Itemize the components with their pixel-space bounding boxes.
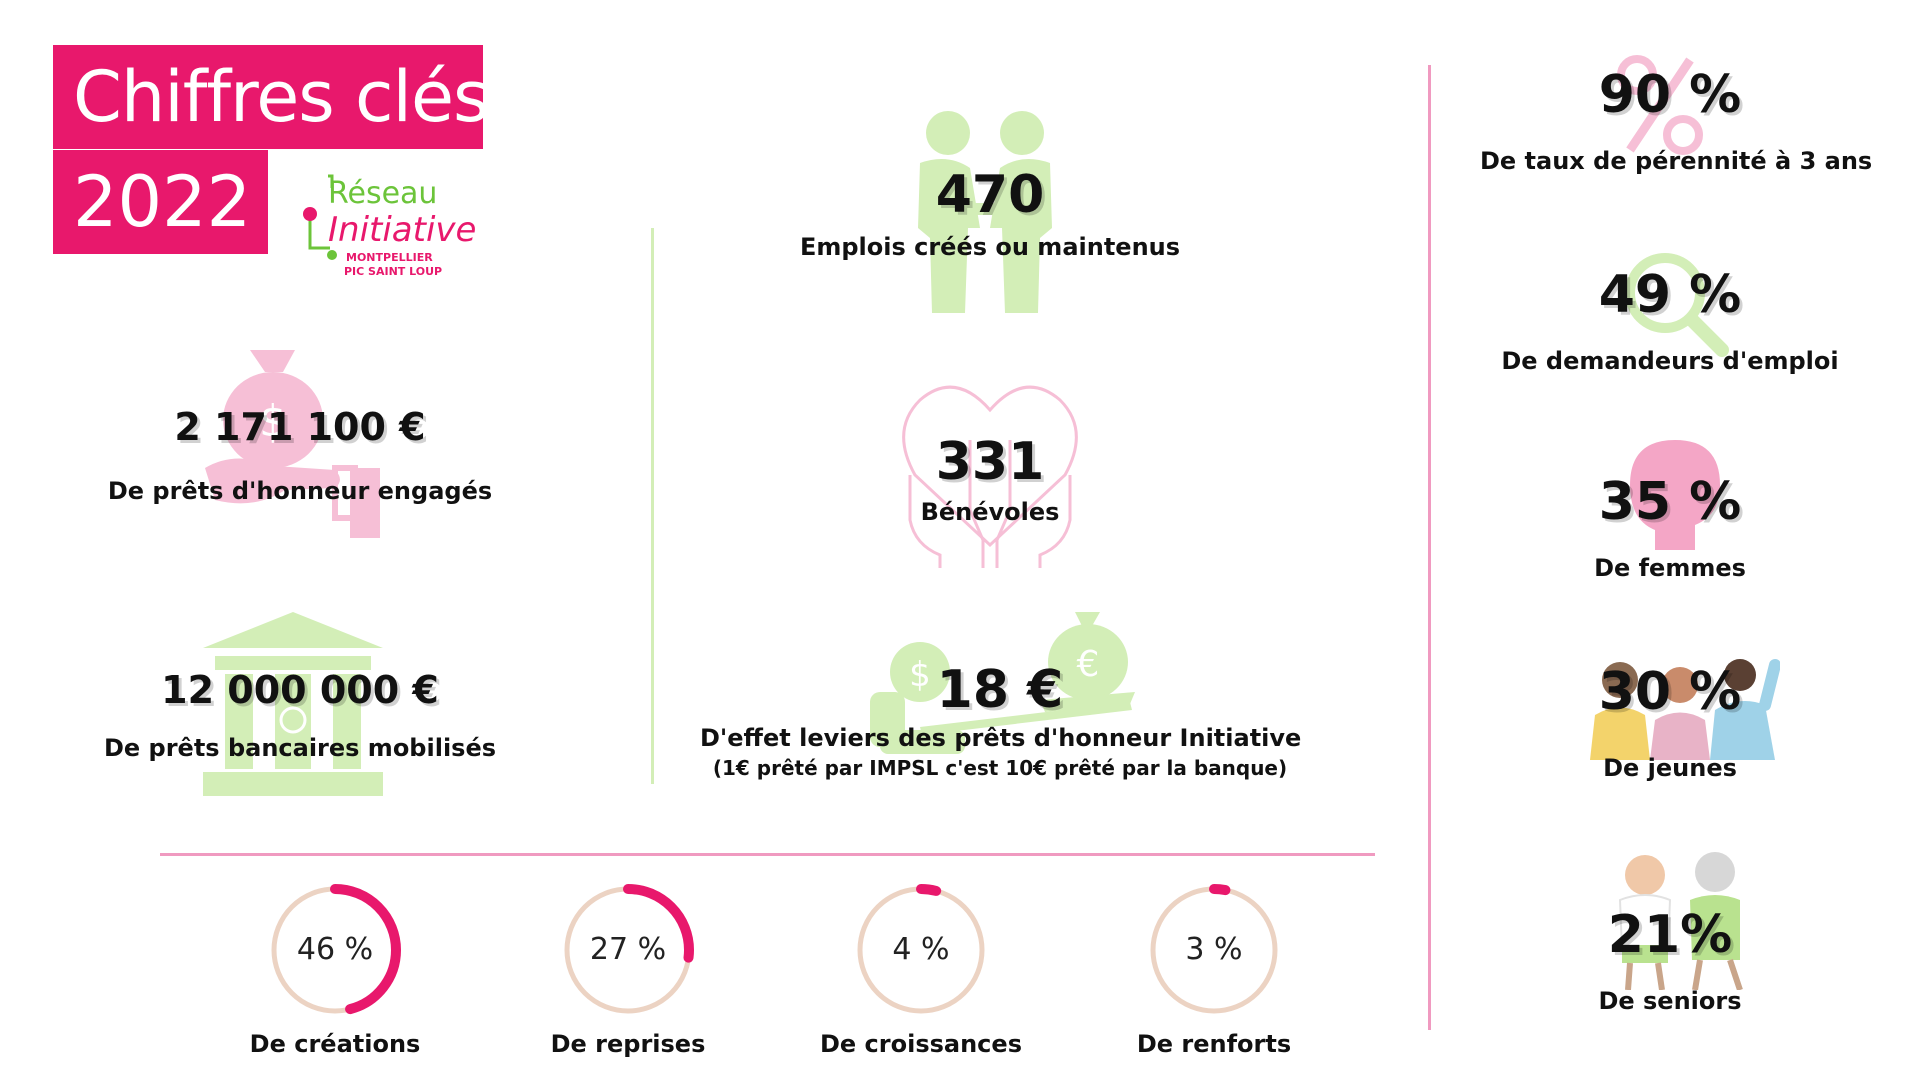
bank-loans-value: 12 000 000 € — [161, 668, 439, 712]
reseau-initiative-logo: Réseau Initiative MONTPELLIER PIC SAINT … — [300, 170, 500, 290]
volunteers-label: Bénévoles — [920, 498, 1060, 526]
leverage-label: D'effet leviers des prêts d'honneur Init… — [700, 724, 1302, 752]
youth-stat: 30 % De jeunes — [1480, 662, 1860, 782]
ring-chart — [1148, 884, 1280, 1016]
sustainability-value: 90 % — [1598, 65, 1742, 125]
ring-progress-arc — [855, 884, 987, 1016]
seniors-label: De seniors — [1598, 987, 1742, 1015]
youth-value: 30 % — [1598, 662, 1742, 722]
ring-progress-arc — [562, 884, 694, 1016]
ring-progress-arc — [269, 884, 401, 1016]
ring-progress-arc — [1148, 884, 1280, 1016]
jobs-stat: 470 Emplois créés ou maintenus — [790, 165, 1190, 261]
women-value: 35 % — [1598, 472, 1742, 532]
hands-heart-icon — [895, 380, 1085, 574]
pink-separator-horizontal — [160, 853, 1375, 856]
women-label: De femmes — [1594, 554, 1746, 582]
job-seekers-label: De demandeurs d'emploi — [1501, 347, 1839, 375]
ring-chart — [855, 884, 987, 1016]
logo-mark-icon — [303, 174, 337, 260]
logo-line4: PIC SAINT LOUP — [344, 265, 443, 278]
ring-label: De renforts — [1136, 1030, 1292, 1058]
seniors-icon — [1600, 850, 1760, 994]
page-title: Chiffres clés — [53, 45, 489, 149]
honor-loans-value: 2 171 100 € — [174, 405, 426, 449]
bank-loans-stat: 12 000 000 € De prêts bancaires mobilisé… — [100, 668, 500, 762]
bank-icon — [203, 612, 383, 801]
jobs-value: 470 — [935, 165, 1045, 225]
youth-label: De jeunes — [1603, 754, 1737, 782]
volunteers-value: 331 — [935, 432, 1045, 492]
ring-2: 4 % — [851, 880, 991, 1020]
ring-label: De croissances — [820, 1030, 1022, 1058]
logo-line3: MONTPELLIER — [346, 251, 433, 264]
green-separator — [651, 228, 654, 784]
job-seekers-value: 49 % — [1598, 265, 1742, 325]
ring-label: De reprises — [550, 1030, 706, 1058]
page-year: 2022 — [53, 150, 268, 254]
money-scale-icon: € $ — [860, 612, 1140, 766]
money-bag-hand-icon: $ — [195, 350, 405, 554]
seniors-stat: 21% De seniors — [1480, 905, 1860, 1015]
svg-text:$: $ — [909, 655, 931, 695]
ring-value: 4 % — [892, 932, 950, 967]
svg-text:$: $ — [259, 396, 287, 447]
percent-icon — [1615, 55, 1705, 159]
logo-line2: Initiative — [328, 210, 477, 250]
honor-loans-label: De prêts d'honneur engagés — [107, 477, 493, 505]
jobs-label: Emplois créés ou maintenus — [799, 233, 1181, 261]
women-stat: 35 % De femmes — [1480, 472, 1860, 582]
ring-value: 27 % — [589, 932, 667, 967]
leverage-note: (1€ prêté par IMPSL c'est 10€ prêté par … — [712, 756, 1288, 780]
seniors-value: 21% — [1607, 905, 1733, 965]
woman-profile-icon — [1625, 440, 1725, 554]
ring-3: 3 % — [1144, 880, 1284, 1020]
volunteers-stat: 331 Bénévoles — [790, 432, 1190, 526]
ring-1: 27 % — [558, 880, 698, 1020]
ring-chart — [562, 884, 694, 1016]
logo-line1: Réseau — [328, 176, 438, 211]
ring-value: 3 % — [1185, 932, 1243, 967]
svg-text:€: € — [1077, 644, 1100, 685]
pink-separator-vertical — [1428, 65, 1431, 1030]
bank-loans-label: De prêts bancaires mobilisés — [103, 734, 497, 762]
ring-chart — [269, 884, 401, 1016]
job-seekers-stat: 49 % De demandeurs d'emploi — [1480, 265, 1860, 375]
ring-0: 46 % — [265, 880, 405, 1020]
sustainability-stat: 90 % De taux de pérennité à 3 ans — [1480, 65, 1873, 175]
leverage-value: 18 € — [936, 660, 1064, 720]
sustainability-label: De taux de pérennité à 3 ans — [1480, 147, 1873, 175]
leverage-stat: 18 € D'effet leviers des prêts d'honneur… — [700, 660, 1302, 780]
magnifier-icon — [1620, 248, 1730, 362]
honor-loans-stat: 2 171 100 € De prêts d'honneur engagés — [100, 405, 500, 505]
ring-label: De créations — [249, 1030, 421, 1058]
people-handshake-icon — [910, 108, 1060, 322]
young-people-icon — [1580, 650, 1781, 764]
ring-value: 46 % — [296, 932, 374, 967]
